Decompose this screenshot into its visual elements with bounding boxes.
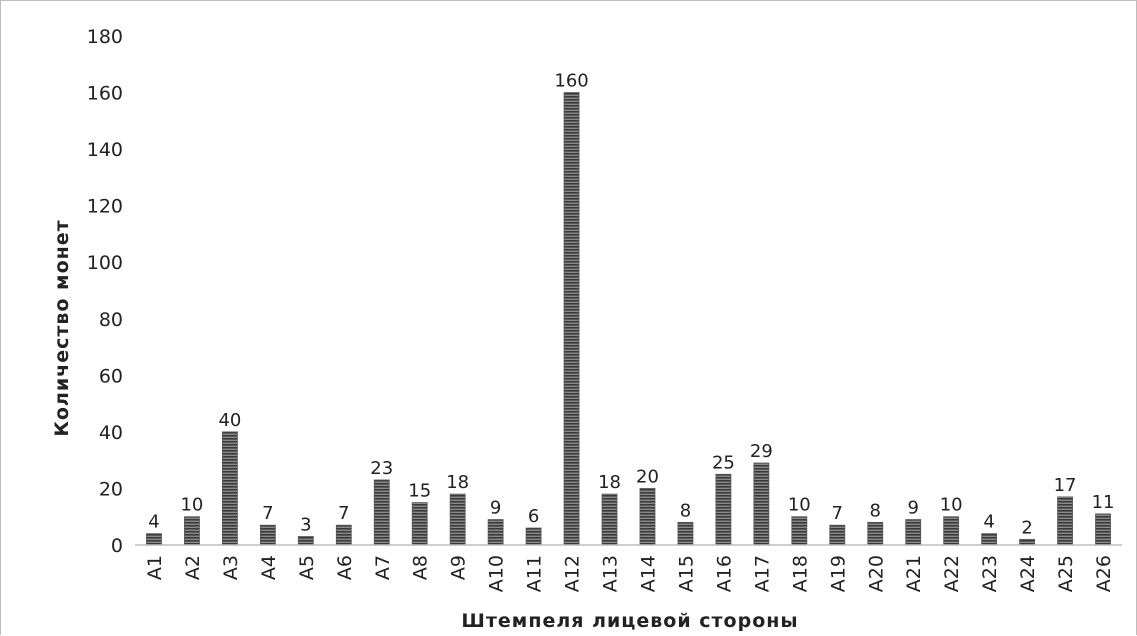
y-tick-label: 40 [99,422,123,444]
x-tick-label-a17: A17 [751,555,773,592]
y-tick-label: 100 [87,252,123,274]
bar-a15 [677,521,694,546]
bar-a1 [146,533,162,546]
x-tick-label-a13: A13 [600,555,622,592]
x-tick-label-a8: A8 [410,555,432,580]
bar-a6 [335,524,352,546]
bars [146,92,1111,546]
data-label-a24: 2 [1021,517,1032,538]
x-tick-label-a9: A9 [448,555,470,580]
data-label-a22: 10 [940,495,963,516]
y-tick-label: 20 [99,478,123,500]
x-tick-label-a23: A23 [979,555,1001,592]
bar-a21 [905,519,922,546]
x-axis-ticks: A1 A2 A3 A4 A5 A6 A7 A8 A9 A10 A11 A12 A13 A14 A15 A16 A… [144,555,1115,592]
data-label-a19: 7 [832,503,843,524]
data-label-a5: 3 [300,515,311,536]
data-label-a16: 25 [712,452,735,473]
data-label-a11: 6 [528,506,539,527]
data-label-a8: 15 [408,481,431,502]
bar-a16 [715,473,732,546]
data-label-a12: 160 [554,71,588,92]
bar-a11 [525,527,542,546]
data-label-a26: 11 [1092,492,1115,513]
data-label-a2: 10 [180,495,203,516]
bar-a19 [829,524,846,546]
x-tick-label-a6: A6 [334,555,356,580]
bar-a3 [222,431,238,546]
bar-a20 [867,521,884,546]
x-tick-label-a26: A26 [1093,555,1115,592]
data-label-a6: 7 [338,503,349,524]
data-label-a3: 40 [218,410,241,431]
y-tick-label: 0 [111,535,123,557]
y-tick-label: 160 [87,83,123,105]
bar-a8 [411,502,428,546]
data-label-a14: 20 [636,466,659,487]
bar-a10 [487,519,504,546]
data-label-a13: 18 [598,472,621,493]
bar-a4 [259,524,276,546]
x-tick-label-a4: A4 [258,555,280,580]
bar-a9 [449,493,466,546]
x-tick-label-a24: A24 [1017,555,1039,592]
x-tick-label-a10: A10 [486,555,508,592]
data-label-a15: 8 [680,500,691,521]
x-tick-label-a15: A15 [675,555,697,592]
x-tick-label-a18: A18 [789,555,811,592]
y-tick-label: 60 [99,365,123,387]
data-label-a21: 9 [907,498,918,519]
bar-a22 [943,516,960,546]
y-tick-label: 80 [99,309,123,331]
data-label-a10: 9 [490,498,501,519]
x-tick-label-a11: A11 [524,555,546,592]
x-tick-label-a20: A20 [865,555,887,592]
bar-a17 [753,462,770,546]
data-label-a4: 7 [262,503,273,524]
data-label-a20: 8 [870,500,881,521]
x-tick-label-a3: A3 [220,555,242,580]
y-axis-ticks: 0 20 40 60 80 100 120 140 160 180 [87,26,123,557]
x-tick-label-a16: A16 [713,555,735,592]
x-tick-label-a22: A22 [941,555,963,592]
x-tick-label-a14: A14 [637,555,659,592]
data-label-a17: 29 [750,441,773,462]
bar-a23 [981,533,998,546]
x-tick-label-a1: A1 [144,555,166,580]
bar-a26 [1095,513,1111,546]
data-label-a9: 18 [446,472,469,493]
x-tick-label-a19: A19 [827,555,849,592]
bar-a24 [1019,538,1035,546]
y-tick-label: 180 [87,26,123,48]
bar-a18 [791,516,808,546]
x-tick-label-a21: A21 [903,555,925,592]
y-tick-label: 120 [87,196,123,218]
bar-a12 [563,92,580,546]
x-tick-label-a2: A2 [182,555,204,580]
data-label-a1: 4 [148,512,159,533]
bar-a7 [373,479,390,546]
x-tick-label-a25: A25 [1055,555,1077,592]
bar-a14 [639,488,656,546]
bar-a25 [1057,496,1073,546]
data-label-a18: 10 [788,495,811,516]
x-tick-label-a7: A7 [372,555,394,580]
bar-a13 [601,493,618,546]
data-label-a25: 17 [1054,475,1077,496]
y-tick-label: 140 [87,139,123,161]
data-labels: 4 10 40 7 3 7 23 15 18 9 6 160 18 20 8 25 29 10 7 8 9 10 4 2 17 1… [148,71,1114,539]
x-tick-label-a5: A5 [296,555,318,580]
bar-a2 [184,516,200,546]
y-axis-title: Количество монет [51,219,73,436]
data-label-a23: 4 [983,512,994,533]
x-tick-label-a12: A12 [562,555,584,592]
data-label-a7: 23 [370,458,393,479]
x-axis-title: Штемпеля лицевой стороны [461,610,798,632]
bar-a5 [297,536,314,546]
